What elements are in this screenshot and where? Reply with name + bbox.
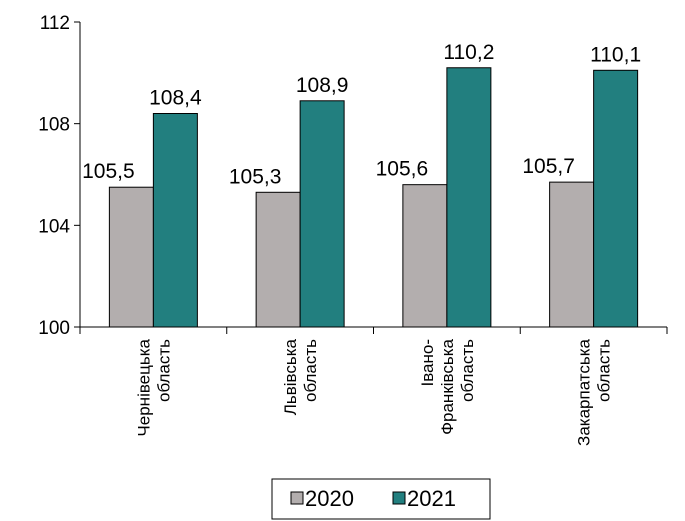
y-tick-label: 104 (38, 216, 70, 237)
category-label-line: область (301, 339, 320, 402)
category-label-line: Чернівецька (134, 338, 153, 436)
y-tick-label: 112 (40, 13, 70, 34)
legend: 2020 2021 (271, 478, 491, 520)
bar-2020 (255, 191, 301, 328)
category-label-line: Івано- (418, 339, 437, 387)
y-tick-label: 100 (38, 318, 70, 339)
bars (108, 67, 639, 328)
data-label-2020: 105,5 (82, 160, 135, 183)
data-label-2020: 105,6 (376, 158, 429, 181)
data-label-2020: 105,3 (229, 165, 282, 188)
category-label-line: Львівська (281, 338, 300, 415)
bar-2021 (593, 69, 639, 328)
legend-label-2021: 2021 (407, 486, 456, 511)
bar-2021 (446, 67, 492, 328)
category-label: Закарпатська область (575, 338, 614, 445)
bar-2020 (402, 184, 448, 328)
bar-2021 (152, 113, 198, 328)
category-label-line: Закарпатська (575, 338, 594, 445)
data-label-2021: 108,4 (149, 87, 202, 110)
data-label-2021: 110,1 (590, 43, 641, 66)
category-label-line: область (154, 339, 173, 402)
bar-2020 (108, 186, 154, 328)
category-label-line: область (595, 339, 614, 402)
data-label-2021: 108,9 (296, 74, 349, 97)
category-label: Чернівецька область (134, 338, 173, 436)
y-tick-label: 108 (38, 115, 70, 136)
data-labels: 105,5 108,4 105,3 108,9 105,6 110,2 105,7 110,1 (82, 41, 641, 189)
legend-box (271, 478, 491, 520)
category-label: Івано- Франківська область (418, 338, 477, 434)
bar-2021 (299, 100, 345, 328)
data-label-2021: 110,2 (443, 41, 494, 64)
category-label-line: область (458, 339, 477, 402)
legend-label-2020: 2020 (305, 486, 354, 511)
category-labels: Чернівецька область Львівська область Івано-… (134, 338, 613, 445)
legend-swatch-2020 (290, 491, 304, 505)
category-label: Львівська область (281, 338, 320, 415)
bar-2020 (549, 181, 595, 328)
data-label-2020: 105,7 (522, 155, 575, 178)
category-label-line: Франківська (438, 338, 457, 434)
legend-swatch-2021 (392, 491, 406, 505)
